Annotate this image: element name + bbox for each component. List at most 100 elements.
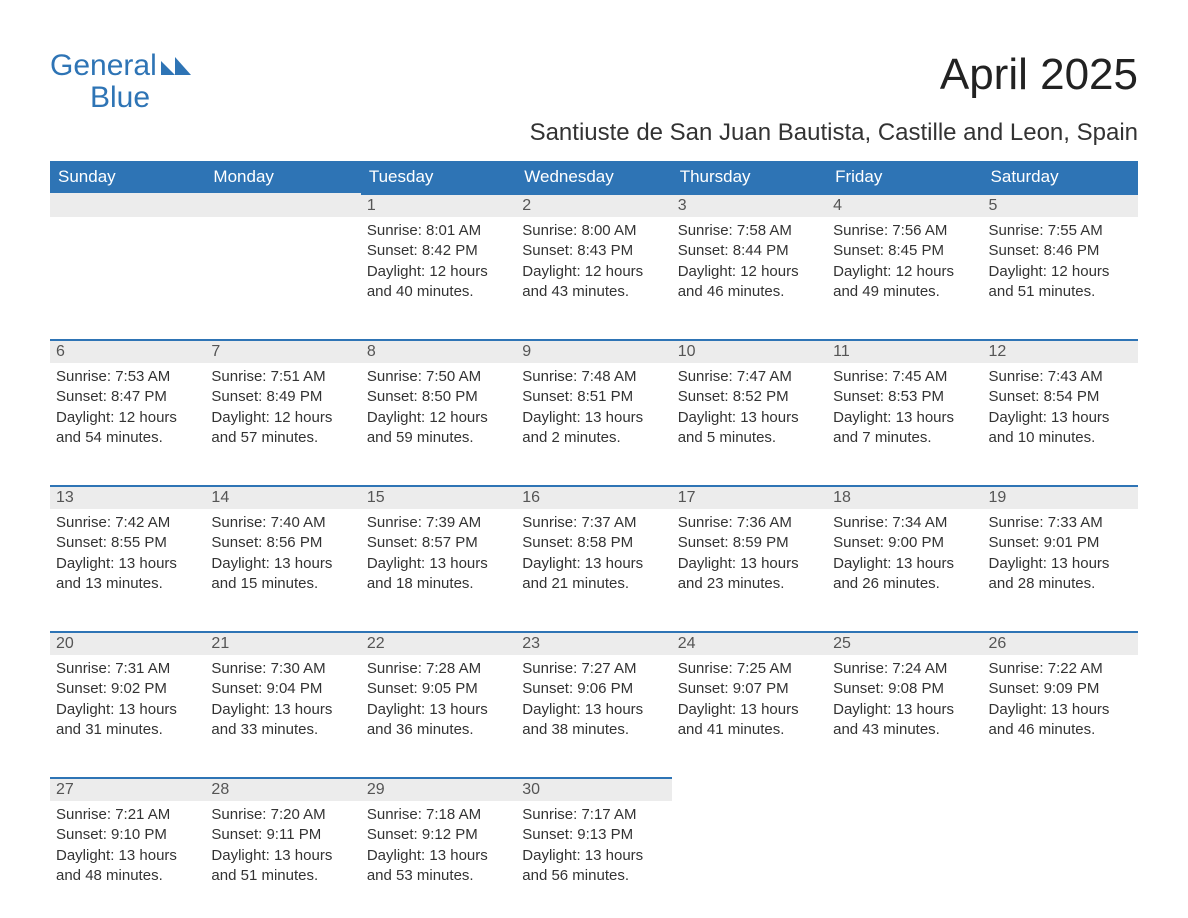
day-dl1: Daylight: 12 hours bbox=[833, 262, 976, 282]
day-number: 25 bbox=[827, 631, 982, 655]
calendar-cell: 9Sunrise: 7:48 AMSunset: 8:51 PMDaylight… bbox=[516, 339, 671, 467]
day-sunset: Sunset: 9:13 PM bbox=[522, 825, 665, 845]
day-details: Sunrise: 7:20 AMSunset: 9:11 PMDaylight:… bbox=[205, 801, 360, 892]
day-number: 28 bbox=[205, 777, 360, 801]
day-dl1: Daylight: 12 hours bbox=[56, 408, 199, 428]
day-dl1: Daylight: 13 hours bbox=[522, 408, 665, 428]
weekday-header: Sunday bbox=[50, 161, 205, 193]
day-sunset: Sunset: 9:04 PM bbox=[211, 679, 354, 699]
calendar-cell: 14Sunrise: 7:40 AMSunset: 8:56 PMDayligh… bbox=[205, 485, 360, 613]
day-details: Sunrise: 7:50 AMSunset: 8:50 PMDaylight:… bbox=[361, 363, 516, 454]
day-dl1: Daylight: 13 hours bbox=[211, 554, 354, 574]
week-spacer bbox=[50, 613, 1138, 631]
calendar-cell: 3Sunrise: 7:58 AMSunset: 8:44 PMDaylight… bbox=[672, 193, 827, 321]
day-dl2: and 13 minutes. bbox=[56, 574, 199, 594]
day-dl2: and 26 minutes. bbox=[833, 574, 976, 594]
day-dl2: and 53 minutes. bbox=[367, 866, 510, 886]
day-number: 1 bbox=[361, 193, 516, 217]
day-dl2: and 46 minutes. bbox=[678, 282, 821, 302]
day-dl2: and 2 minutes. bbox=[522, 428, 665, 448]
day-sunset: Sunset: 8:49 PM bbox=[211, 387, 354, 407]
week-spacer bbox=[50, 467, 1138, 485]
day-number: 13 bbox=[50, 485, 205, 509]
calendar-cell: 21Sunrise: 7:30 AMSunset: 9:04 PMDayligh… bbox=[205, 631, 360, 759]
empty-day-bar bbox=[205, 193, 360, 217]
weekday-header-row: Sunday Monday Tuesday Wednesday Thursday… bbox=[50, 161, 1138, 193]
day-details: Sunrise: 7:45 AMSunset: 8:53 PMDaylight:… bbox=[827, 363, 982, 454]
day-sunrise: Sunrise: 7:24 AM bbox=[833, 659, 976, 679]
day-sunrise: Sunrise: 7:45 AM bbox=[833, 367, 976, 387]
day-sunrise: Sunrise: 7:55 AM bbox=[989, 221, 1132, 241]
day-sunrise: Sunrise: 8:01 AM bbox=[367, 221, 510, 241]
day-details: Sunrise: 7:48 AMSunset: 8:51 PMDaylight:… bbox=[516, 363, 671, 454]
day-details: Sunrise: 8:01 AMSunset: 8:42 PMDaylight:… bbox=[361, 217, 516, 308]
calendar-cell: 12Sunrise: 7:43 AMSunset: 8:54 PMDayligh… bbox=[983, 339, 1138, 467]
day-dl1: Daylight: 13 hours bbox=[211, 846, 354, 866]
day-details: Sunrise: 7:36 AMSunset: 8:59 PMDaylight:… bbox=[672, 509, 827, 600]
day-sunrise: Sunrise: 7:58 AM bbox=[678, 221, 821, 241]
day-dl1: Daylight: 13 hours bbox=[56, 846, 199, 866]
day-dl1: Daylight: 13 hours bbox=[522, 846, 665, 866]
week-spacer bbox=[50, 321, 1138, 339]
day-dl1: Daylight: 13 hours bbox=[522, 554, 665, 574]
calendar-cell: 8Sunrise: 7:50 AMSunset: 8:50 PMDaylight… bbox=[361, 339, 516, 467]
day-number: 10 bbox=[672, 339, 827, 363]
calendar-cell: 13Sunrise: 7:42 AMSunset: 8:55 PMDayligh… bbox=[50, 485, 205, 613]
day-sunrise: Sunrise: 7:28 AM bbox=[367, 659, 510, 679]
day-details: Sunrise: 8:00 AMSunset: 8:43 PMDaylight:… bbox=[516, 217, 671, 308]
day-number: 8 bbox=[361, 339, 516, 363]
calendar-cell: 10Sunrise: 7:47 AMSunset: 8:52 PMDayligh… bbox=[672, 339, 827, 467]
weekday-header: Friday bbox=[827, 161, 982, 193]
calendar-cell bbox=[827, 777, 982, 905]
day-dl2: and 38 minutes. bbox=[522, 720, 665, 740]
calendar-cell: 27Sunrise: 7:21 AMSunset: 9:10 PMDayligh… bbox=[50, 777, 205, 905]
day-details: Sunrise: 7:56 AMSunset: 8:45 PMDaylight:… bbox=[827, 217, 982, 308]
calendar-cell: 18Sunrise: 7:34 AMSunset: 9:00 PMDayligh… bbox=[827, 485, 982, 613]
calendar-cell: 28Sunrise: 7:20 AMSunset: 9:11 PMDayligh… bbox=[205, 777, 360, 905]
week-spacer bbox=[50, 759, 1138, 777]
day-sunset: Sunset: 9:09 PM bbox=[989, 679, 1132, 699]
day-sunset: Sunset: 8:45 PM bbox=[833, 241, 976, 261]
day-sunset: Sunset: 8:42 PM bbox=[367, 241, 510, 261]
day-sunrise: Sunrise: 7:43 AM bbox=[989, 367, 1132, 387]
calendar-cell: 4Sunrise: 7:56 AMSunset: 8:45 PMDaylight… bbox=[827, 193, 982, 321]
day-number: 9 bbox=[516, 339, 671, 363]
day-number: 19 bbox=[983, 485, 1138, 509]
calendar-week-row: 1Sunrise: 8:01 AMSunset: 8:42 PMDaylight… bbox=[50, 193, 1138, 321]
day-sunrise: Sunrise: 7:56 AM bbox=[833, 221, 976, 241]
day-sunrise: Sunrise: 7:40 AM bbox=[211, 513, 354, 533]
day-number: 23 bbox=[516, 631, 671, 655]
weekday-header: Wednesday bbox=[516, 161, 671, 193]
day-number: 14 bbox=[205, 485, 360, 509]
day-sunset: Sunset: 9:06 PM bbox=[522, 679, 665, 699]
brand-line1: General bbox=[50, 50, 157, 82]
day-sunrise: Sunrise: 7:47 AM bbox=[678, 367, 821, 387]
day-dl1: Daylight: 13 hours bbox=[833, 408, 976, 428]
brand-logo: General Blue bbox=[50, 50, 191, 113]
empty-day-bar bbox=[50, 193, 205, 217]
day-sunset: Sunset: 9:08 PM bbox=[833, 679, 976, 699]
day-details: Sunrise: 7:25 AMSunset: 9:07 PMDaylight:… bbox=[672, 655, 827, 746]
day-dl2: and 10 minutes. bbox=[989, 428, 1132, 448]
day-dl2: and 5 minutes. bbox=[678, 428, 821, 448]
day-number: 6 bbox=[50, 339, 205, 363]
day-dl2: and 41 minutes. bbox=[678, 720, 821, 740]
day-number: 15 bbox=[361, 485, 516, 509]
calendar-cell: 7Sunrise: 7:51 AMSunset: 8:49 PMDaylight… bbox=[205, 339, 360, 467]
day-details: Sunrise: 7:43 AMSunset: 8:54 PMDaylight:… bbox=[983, 363, 1138, 454]
day-details: Sunrise: 7:34 AMSunset: 9:00 PMDaylight:… bbox=[827, 509, 982, 600]
day-dl2: and 31 minutes. bbox=[56, 720, 199, 740]
day-sunset: Sunset: 9:10 PM bbox=[56, 825, 199, 845]
day-number: 24 bbox=[672, 631, 827, 655]
day-dl2: and 43 minutes. bbox=[522, 282, 665, 302]
calendar-cell: 26Sunrise: 7:22 AMSunset: 9:09 PMDayligh… bbox=[983, 631, 1138, 759]
day-number: 11 bbox=[827, 339, 982, 363]
day-dl2: and 15 minutes. bbox=[211, 574, 354, 594]
day-dl2: and 49 minutes. bbox=[833, 282, 976, 302]
calendar-cell bbox=[672, 777, 827, 905]
day-details: Sunrise: 7:18 AMSunset: 9:12 PMDaylight:… bbox=[361, 801, 516, 892]
day-dl1: Daylight: 13 hours bbox=[367, 846, 510, 866]
calendar-week-row: 13Sunrise: 7:42 AMSunset: 8:55 PMDayligh… bbox=[50, 485, 1138, 613]
day-details: Sunrise: 7:55 AMSunset: 8:46 PMDaylight:… bbox=[983, 217, 1138, 308]
brand-mark-icon bbox=[161, 50, 191, 82]
